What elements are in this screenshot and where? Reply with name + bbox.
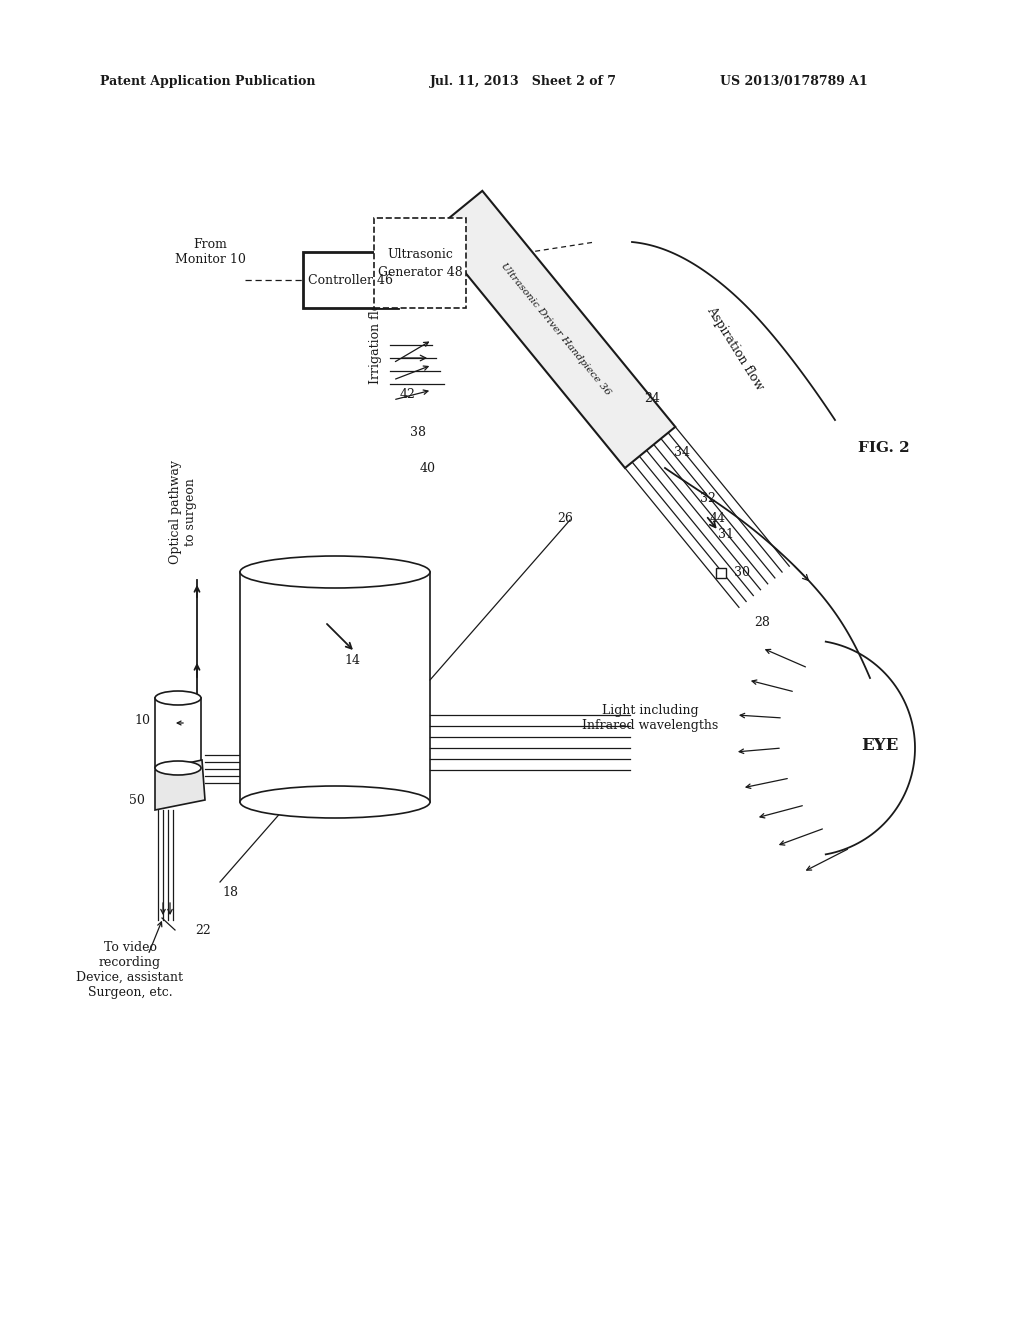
Text: 50: 50 [129,793,145,807]
Text: 42: 42 [400,388,416,401]
Text: 31: 31 [718,528,734,541]
Bar [374,218,466,308]
Ellipse shape [240,556,430,587]
Bar [303,252,398,308]
Text: Ultrasonic
Generator 48: Ultrasonic Generator 48 [378,248,463,279]
Text: Ultrasonic Driver Handpiece 36: Ultrasonic Driver Handpiece 36 [499,261,612,397]
Text: Patent Application Publication: Patent Application Publication [100,75,315,88]
Text: 28: 28 [754,615,770,628]
Polygon shape [432,191,675,469]
Bar [155,698,201,768]
Text: 38: 38 [410,425,426,438]
Text: FIG. 2: FIG. 2 [858,441,909,455]
Text: Aspiration flow: Aspiration flow [703,304,766,392]
Text: 10: 10 [134,714,150,726]
Bar [716,568,726,578]
Text: 30: 30 [734,565,750,578]
Text: Optical pathway
to surgeon: Optical pathway to surgeon [169,459,197,564]
Text: 22: 22 [195,924,211,936]
Bar [240,572,430,803]
Text: EYE: EYE [861,737,899,754]
Text: Jul. 11, 2013   Sheet 2 of 7: Jul. 11, 2013 Sheet 2 of 7 [430,75,617,88]
Text: US 2013/0178789 A1: US 2013/0178789 A1 [720,75,867,88]
Ellipse shape [155,690,201,705]
Text: 14: 14 [344,653,360,667]
Ellipse shape [155,762,201,775]
Text: 44: 44 [710,511,726,524]
Ellipse shape [240,785,430,818]
Text: 24: 24 [644,392,659,404]
Text: 34: 34 [674,446,690,459]
Text: 26: 26 [557,511,573,524]
Text: From
Monitor 10: From Monitor 10 [174,238,246,267]
Text: Irrigation flow: Irrigation flow [369,292,382,384]
Text: 18: 18 [222,886,238,899]
Text: 32: 32 [700,491,716,504]
Text: To video
recording
Device, assistant
Surgeon, etc.: To video recording Device, assistant Sur… [77,941,183,999]
Text: Light including
Infrared wavelengths: Light including Infrared wavelengths [582,704,718,733]
Text: Controller 46: Controller 46 [308,273,393,286]
Text: 40: 40 [420,462,436,474]
Polygon shape [155,760,205,810]
